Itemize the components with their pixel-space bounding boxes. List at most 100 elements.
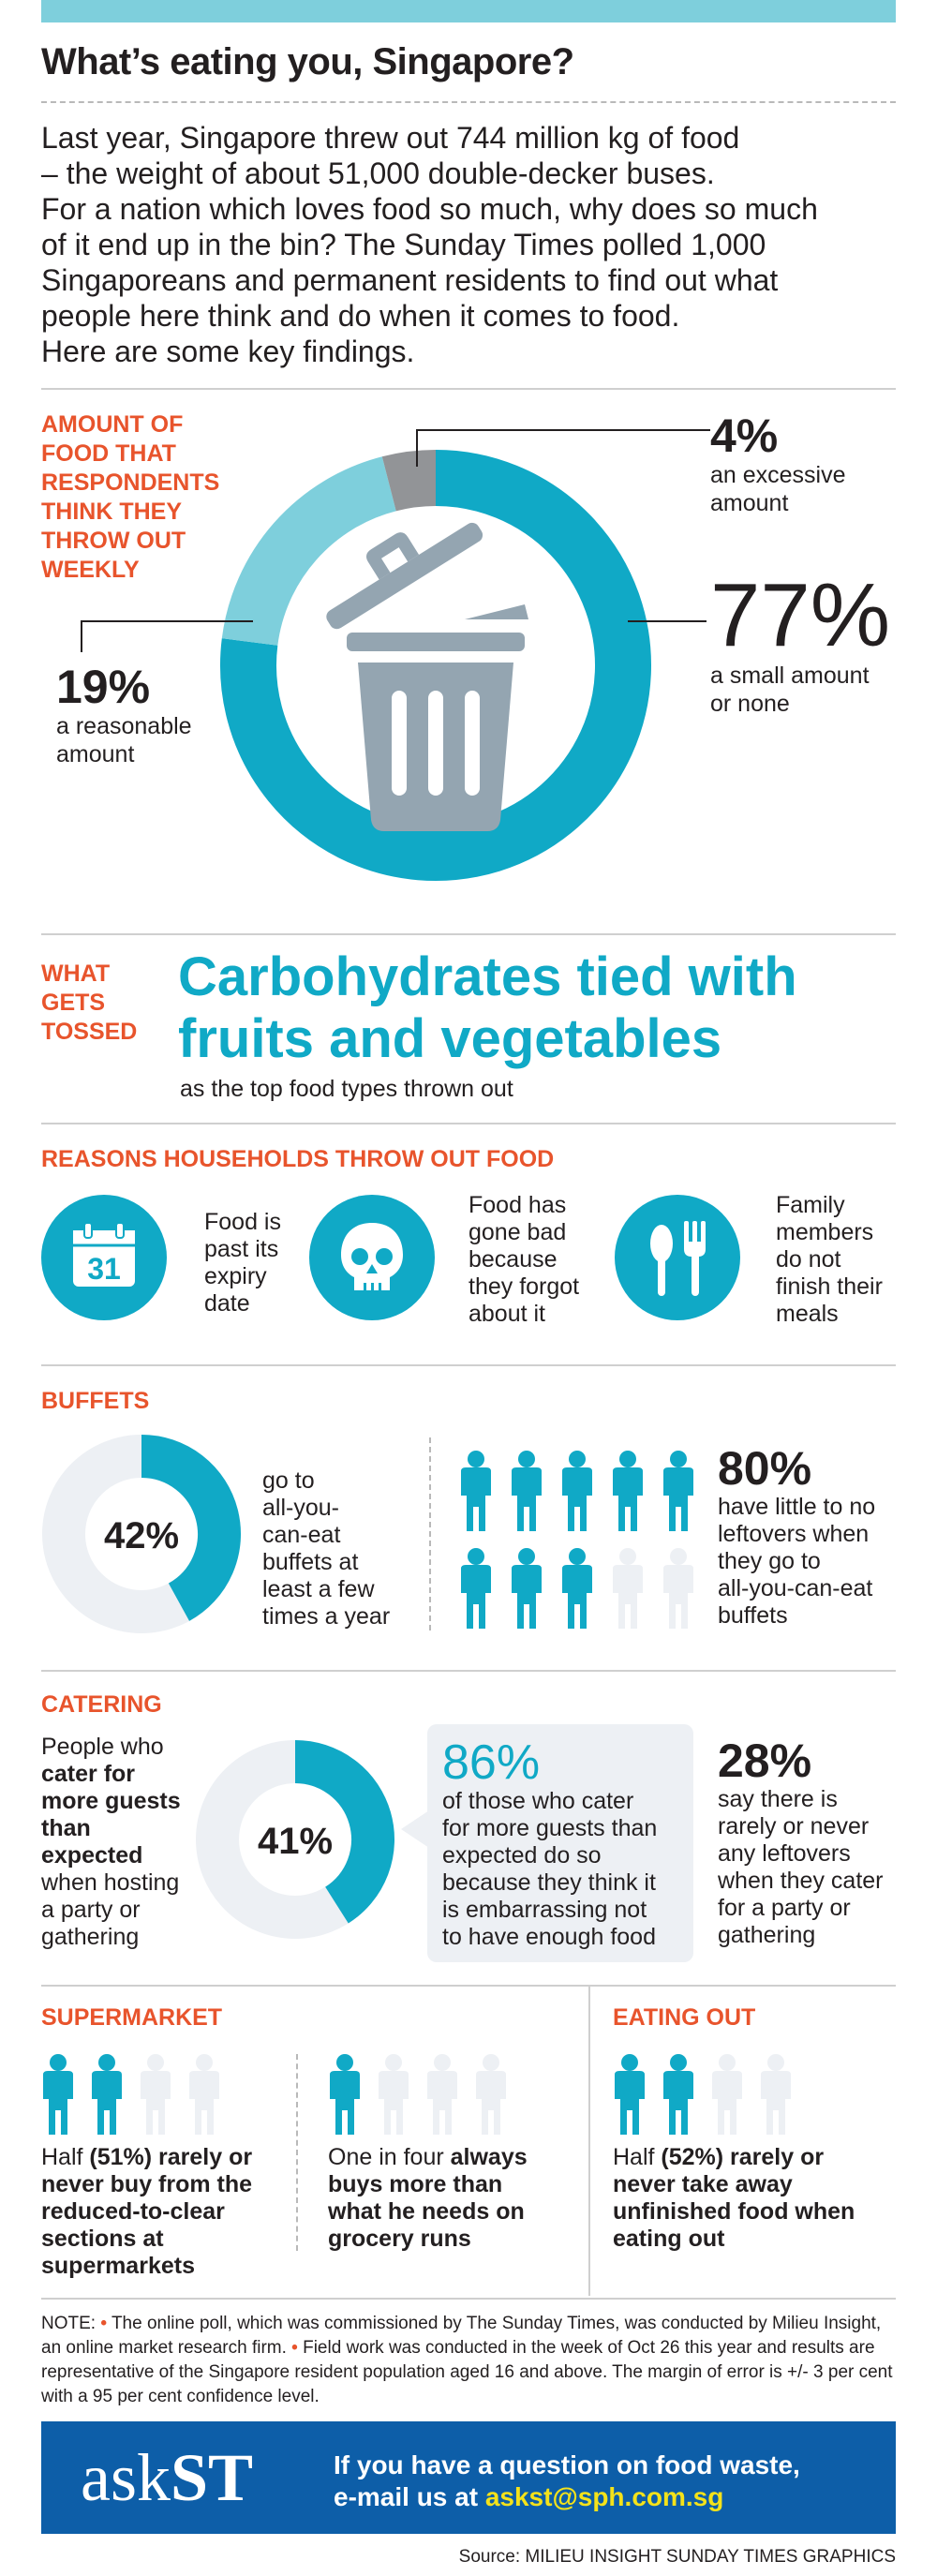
- bullet-icon: •: [291, 2338, 298, 2358]
- label-line: THROW OUT: [41, 528, 186, 554]
- stat-desc: an excessive: [710, 462, 846, 488]
- person-icon: [139, 2054, 172, 2139]
- bubble-line: because they think it: [442, 1869, 656, 1896]
- banner-line-2: e-mail us at: [334, 2482, 485, 2511]
- person-icon: [328, 2054, 362, 2139]
- person-icon: [759, 2054, 793, 2139]
- catering-donut-chart: 41%: [196, 1740, 394, 1939]
- divider: [41, 2298, 896, 2300]
- donut-segments: [220, 450, 651, 881]
- person-icon: [377, 2054, 410, 2139]
- reason-line: meals: [776, 1301, 839, 1327]
- label-line: WEEKLY: [41, 557, 140, 583]
- reason-icon-circle: [615, 1195, 740, 1320]
- stat-desc: amount: [56, 741, 135, 767]
- intro-line: For a nation which loves food so much, w…: [41, 192, 818, 226]
- donut-arc: [141, 1435, 241, 1621]
- bubble-line: for more guests than: [442, 1815, 658, 1841]
- bubble-value: 86%: [442, 1735, 541, 1790]
- reason-2-text: Food has gone bad because they forgot ab…: [468, 1192, 579, 1328]
- text-part: (51%) rarely or never buy from the reduc…: [41, 2144, 253, 2279]
- desc-line: expected: [41, 1842, 143, 1869]
- leader-line-19: [81, 620, 253, 652]
- reason-line: past its: [204, 1236, 279, 1262]
- divider: [41, 1123, 896, 1124]
- stat-desc: gathering: [718, 1922, 816, 1948]
- reason-line: gone bad: [468, 1219, 567, 1245]
- reason-line: date: [204, 1290, 250, 1317]
- desc-line: cater for: [41, 1761, 136, 1787]
- stat-desc: amount: [710, 490, 789, 516]
- divider: [588, 1987, 590, 2296]
- label-line: RESPONDENTS: [41, 469, 220, 496]
- email-link[interactable]: askst@sph.com.sg: [484, 2482, 724, 2511]
- desc-line: when hosting: [41, 1869, 180, 1896]
- person-icon: [425, 2054, 459, 2139]
- person-icon: [187, 2054, 221, 2139]
- person-icon: [611, 1451, 645, 1536]
- top-accent-bar: [41, 0, 896, 22]
- donut-value: 42%: [104, 1515, 179, 1556]
- stat-value: 19%: [56, 661, 151, 713]
- stat-desc: rarely or never: [718, 1813, 870, 1839]
- logo-ask: ask: [81, 2440, 171, 2515]
- desc-line: can-eat: [262, 1522, 341, 1548]
- person-icon: [662, 1548, 695, 1633]
- intro-line: Last year, Singapore threw out 744 milli…: [41, 121, 740, 155]
- stat-desc: buffets: [718, 1602, 788, 1629]
- bubble-line: is embarrassing not: [442, 1897, 647, 1923]
- amount-section-label: AMOUNT OF FOOD THAT RESPONDENTS THINK TH…: [41, 410, 219, 585]
- skull-icon: [341, 1223, 403, 1290]
- leader-line-77: [628, 620, 706, 622]
- stat-desc: they go to: [718, 1548, 821, 1574]
- person-icon: [41, 2054, 75, 2139]
- tossed-subtext: as the top food types thrown out: [180, 1076, 513, 1102]
- donut-segment-19: [221, 456, 397, 647]
- note-label: NOTE:: [41, 2314, 97, 2333]
- intro-line: Singaporeans and permanent residents to …: [41, 263, 779, 297]
- reason-line: Food has: [468, 1192, 567, 1218]
- supermarket-text-2: One in four always buys more than what h…: [328, 2144, 562, 2253]
- reason-line: do not: [776, 1246, 841, 1273]
- note-bullet-1: The online poll, which was commissioned …: [41, 2314, 882, 2358]
- stat-19: 19% a reasonable amount: [56, 662, 192, 768]
- person-icon: [611, 1548, 645, 1633]
- stat-desc: a small amount: [710, 663, 870, 689]
- desc-line: gathering: [41, 1924, 140, 1950]
- stat-desc: when they cater: [718, 1868, 884, 1894]
- buffets-stat: 80% have little to no leftovers when the…: [718, 1443, 875, 1630]
- text-part: always buys more than what he needs on g…: [328, 2144, 528, 2252]
- desc-line: People who: [41, 1734, 164, 1760]
- stat-4: 4% an excessive amount: [710, 410, 846, 517]
- person-icon: [510, 1548, 543, 1633]
- reason-line: because: [468, 1246, 558, 1273]
- person-icon: [710, 2054, 744, 2139]
- label-line: GETS: [41, 990, 106, 1016]
- bubble-line: expected do so: [442, 1842, 602, 1869]
- logo-st: ST: [170, 2440, 254, 2515]
- stat-value: 4%: [710, 409, 779, 462]
- text-part: One in four: [328, 2144, 451, 2170]
- divider: [429, 1437, 431, 1630]
- tossed-section-label: WHAT GETS TOSSED: [41, 960, 137, 1047]
- stat-desc: for a party or: [718, 1895, 851, 1921]
- reason-3-text: Family members do not finish their meals: [776, 1192, 883, 1328]
- divider: [41, 388, 896, 390]
- catering-speech-bubble: 86% of those who cater for more guests t…: [427, 1724, 693, 1962]
- person-icon: [474, 2054, 508, 2139]
- person-icon: [560, 1548, 594, 1633]
- intro-line: Here are some key findings.: [41, 335, 415, 368]
- stat-desc: or none: [710, 691, 790, 717]
- reason-line: Family: [776, 1192, 845, 1218]
- divider: [41, 933, 896, 935]
- stat-value: 80%: [718, 1442, 812, 1495]
- leader-line-4: [416, 429, 710, 467]
- intro-line: people here think and do when it comes t…: [41, 299, 680, 333]
- reason-line: expiry: [204, 1263, 267, 1289]
- banner-line-1: If you have a question on food waste,: [334, 2450, 800, 2479]
- person-icon: [662, 1451, 695, 1536]
- donut-segment-4: [381, 450, 437, 512]
- stat-value: 77%: [710, 565, 891, 665]
- stat-desc: leftovers when: [718, 1521, 870, 1547]
- desc-line: go to: [262, 1467, 315, 1494]
